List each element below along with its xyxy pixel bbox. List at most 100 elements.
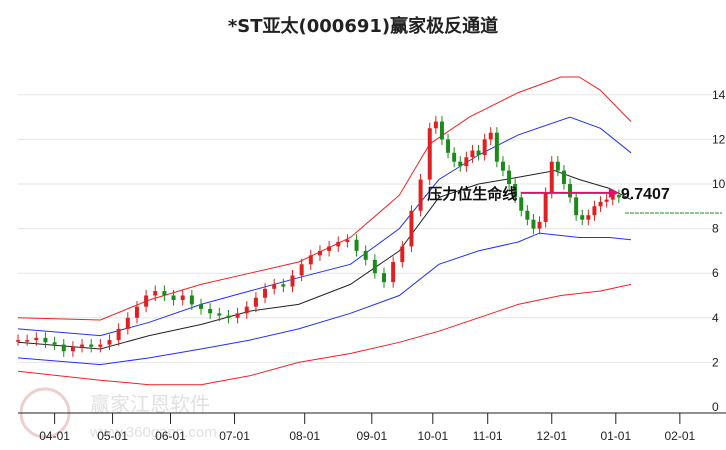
candle-body (345, 239, 350, 242)
candle-body (16, 340, 20, 342)
candle-body (244, 306, 249, 314)
chart-title: *ST亚太(000691)赢家极反通道 (227, 16, 499, 37)
candle (433, 115, 438, 134)
candle (162, 285, 167, 302)
candle-body (476, 150, 481, 156)
candle-body (543, 192, 548, 222)
candle-body (208, 308, 213, 314)
candle (345, 234, 350, 248)
x-tick-label: 01-01 (600, 429, 631, 443)
candle-body (598, 201, 603, 207)
candle-body (235, 313, 240, 318)
candle-body (43, 337, 48, 343)
candle-body (555, 161, 560, 171)
candle (439, 115, 444, 145)
candle (427, 122, 432, 186)
candle (586, 209, 591, 226)
candle-body (592, 206, 597, 216)
resistance-arrow-head (608, 187, 619, 198)
candle (34, 332, 39, 346)
candle (336, 236, 341, 253)
candle-body (226, 315, 231, 318)
candle (70, 341, 75, 357)
x-tick-label: 12-01 (536, 429, 567, 443)
candle (226, 309, 231, 324)
candle (519, 191, 524, 217)
candle (354, 234, 359, 257)
candle-body (519, 197, 524, 211)
x-tick-label: 06-01 (155, 429, 186, 443)
candle-body (327, 246, 332, 251)
candle (290, 269, 295, 293)
candle-body (199, 304, 203, 309)
candle-body (452, 152, 457, 162)
candle-body (500, 161, 505, 171)
candle-body (610, 195, 615, 200)
candle (116, 323, 121, 346)
candle (458, 156, 463, 172)
candle (568, 178, 573, 203)
y-tick-label: 0 (712, 400, 719, 414)
resistance-value: 9.7407 (621, 186, 670, 203)
candle (299, 258, 304, 282)
candle (400, 240, 405, 268)
candle-body (61, 344, 66, 352)
x-tick-label: 07-01 (219, 429, 250, 443)
channel-line-upper-red (17, 76, 632, 321)
watermark-logo: 赢家江恩软件 www.360gann.com (19, 387, 217, 441)
candle-body (290, 275, 295, 287)
candle (580, 209, 585, 226)
candle (25, 334, 30, 346)
candle-body (446, 139, 451, 153)
candle-body (134, 306, 139, 318)
candle (372, 254, 377, 279)
candle (89, 338, 94, 353)
candle (452, 147, 457, 168)
candle (409, 205, 414, 253)
candle (272, 278, 277, 295)
candle-body (513, 184, 518, 198)
candle-body (336, 241, 341, 247)
y-tick-label: 4 (712, 311, 719, 325)
candle (61, 338, 66, 357)
candle-body (525, 210, 530, 220)
candle-body (574, 197, 579, 216)
channel-line-upper-blue (17, 116, 632, 337)
candle-body (354, 239, 359, 251)
candle (513, 178, 518, 203)
candle-body (372, 259, 377, 274)
candle (446, 133, 451, 159)
candle-body (507, 170, 512, 184)
candle (592, 200, 597, 221)
candle (281, 278, 286, 293)
candle (317, 245, 322, 261)
candle-body (494, 132, 499, 162)
candle (470, 144, 475, 163)
candle-body (568, 184, 573, 198)
candle-body (580, 215, 585, 220)
candle-body (153, 291, 158, 296)
candle (561, 165, 566, 190)
candle (199, 298, 203, 315)
x-tick-label: 05-01 (97, 429, 128, 443)
candle (244, 301, 249, 319)
candle (507, 165, 512, 190)
candle-body (25, 340, 30, 342)
candle (482, 133, 487, 161)
candle-body (308, 255, 313, 265)
candle-body (116, 328, 121, 341)
candle (494, 127, 499, 168)
candle (555, 156, 560, 177)
candle-body (488, 132, 493, 140)
candle (52, 336, 57, 351)
candle-body (272, 284, 277, 289)
candle (382, 267, 386, 288)
candle-body (363, 250, 368, 260)
candle (153, 285, 158, 302)
candle-body (531, 219, 536, 229)
candle-body (382, 273, 386, 283)
watermark-url: www.360gann.com (89, 424, 217, 441)
candle (208, 303, 213, 319)
y-tick-label: 14 (712, 88, 726, 102)
candle-body (317, 250, 322, 256)
